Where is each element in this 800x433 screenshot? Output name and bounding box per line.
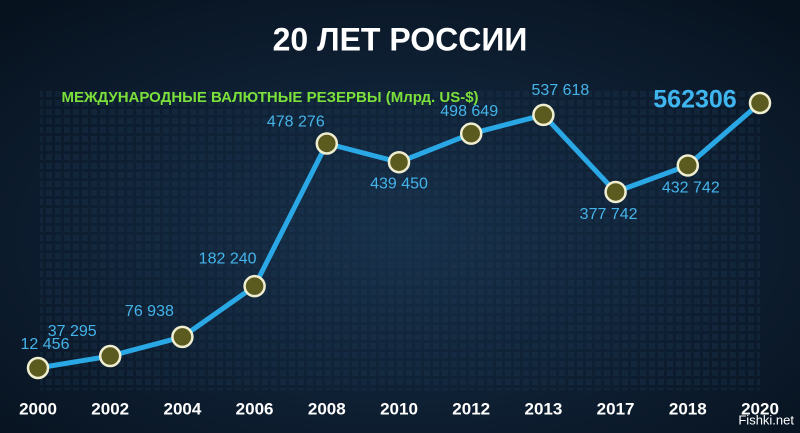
point xyxy=(98,344,122,368)
chart-title: 20 ЛЕТ РОССИИ xyxy=(273,21,528,57)
background-pattern xyxy=(40,90,760,390)
point xyxy=(26,356,50,380)
x-tick-label: 2008 xyxy=(308,399,346,418)
value-label: 377 742 xyxy=(580,206,638,223)
x-tick-label: 2012 xyxy=(452,399,490,418)
value-label: 432 742 xyxy=(662,180,720,197)
point xyxy=(315,132,339,155)
x-tick-label: 2002 xyxy=(91,399,129,418)
plot: 2000 2002 2004 2006 2008 2010 2012 2013 2017 2018… xyxy=(19,82,779,418)
x-tick-label: 2013 xyxy=(524,399,562,418)
point xyxy=(604,180,627,204)
point xyxy=(532,103,555,127)
point xyxy=(748,91,772,115)
x-tick-label: 2018 xyxy=(669,399,707,418)
point xyxy=(676,154,700,177)
value-label: 182 240 xyxy=(199,250,257,267)
point xyxy=(243,274,266,298)
x-tick-label: 2000 xyxy=(19,399,57,418)
value-label: 478 276 xyxy=(267,114,325,131)
value-label: 76 938 xyxy=(125,303,174,320)
x-tick-label: 2004 xyxy=(163,399,201,418)
point xyxy=(387,150,411,174)
value-label: 498 649 xyxy=(440,103,498,120)
x-tick-label: 2020 xyxy=(741,399,779,418)
x-tick-label: 2006 xyxy=(236,399,274,418)
point xyxy=(171,325,194,349)
value-label: 537 618 xyxy=(531,82,589,99)
chart-subtitle: МЕЖДУНАРОДНЫЕ ВАЛЮТНЫЕ РЕЗЕРВЫ (Млрд. US… xyxy=(61,89,478,106)
x-tick-label: 2010 xyxy=(380,399,418,418)
value-label: 37 295 xyxy=(48,323,97,340)
value-label: 439 450 xyxy=(370,175,428,192)
watermark: Fishki.net xyxy=(738,412,794,427)
value-label: 562306 xyxy=(653,86,736,114)
x-tick-label: 2017 xyxy=(597,399,635,418)
point xyxy=(459,122,483,145)
value-label: 12 456 xyxy=(21,336,70,353)
